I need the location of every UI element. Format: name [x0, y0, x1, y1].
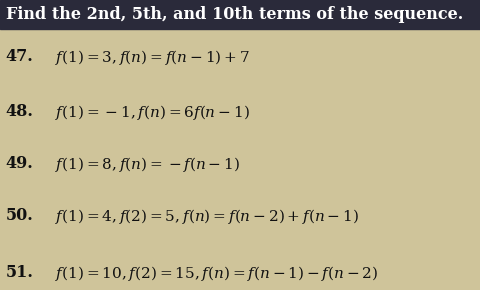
Bar	[0, 0, 480, 29]
Text: Find the 2nd, 5th, and 10th terms of the sequence.: Find the 2nd, 5th, and 10th terms of the…	[6, 6, 462, 23]
Text: $f(1) = 4, f(2) = 5, f(n) = f(n-2) + f(n-1)$: $f(1) = 4, f(2) = 5, f(n) = f(n-2) + f(n…	[55, 207, 359, 226]
Text: 48.: 48.	[6, 103, 34, 120]
Text: 47.: 47.	[6, 48, 34, 65]
Text: $f(1) = 10, f(2) = 15, f(n) = f(n-1) - f(n-2)$: $f(1) = 10, f(2) = 15, f(n) = f(n-1) - f…	[55, 264, 378, 283]
Text: 49.: 49.	[6, 155, 34, 172]
Text: $f(1) = 3, f(n) = f(n-1) + 7$: $f(1) = 3, f(n) = f(n-1) + 7$	[55, 48, 250, 67]
Text: $f(1) = -1, f(n) = 6f(n-1)$: $f(1) = -1, f(n) = 6f(n-1)$	[55, 103, 250, 122]
Text: 51.: 51.	[6, 264, 34, 281]
Text: 50.: 50.	[6, 207, 34, 224]
Text: $f(1) = 8, f(n) = -f(n-1)$: $f(1) = 8, f(n) = -f(n-1)$	[55, 155, 240, 174]
